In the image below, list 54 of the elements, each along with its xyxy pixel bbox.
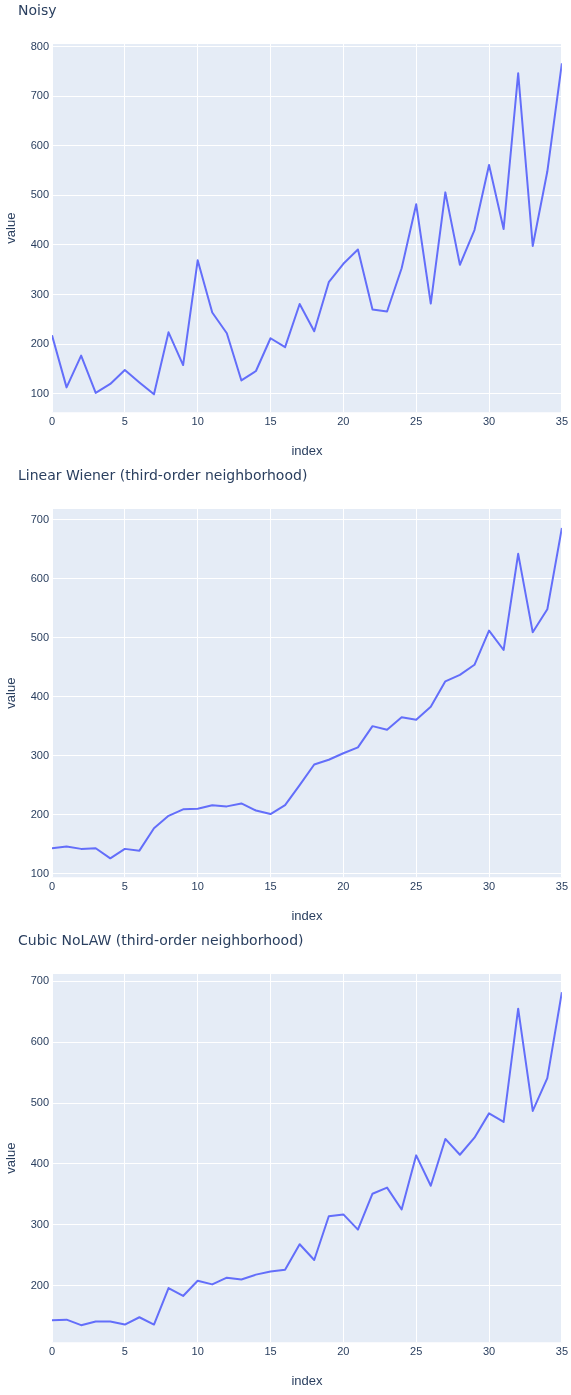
chart-title: Cubic NoLAW (third-order neighborhood) bbox=[18, 932, 304, 948]
y-tick-label: 300 bbox=[30, 748, 49, 761]
y-tick-label: 300 bbox=[30, 1217, 49, 1230]
x-tick-label: 20 bbox=[337, 879, 350, 892]
y-axis-title: value bbox=[3, 212, 19, 244]
x-tick-label: 35 bbox=[555, 1344, 569, 1357]
x-tick-label: 30 bbox=[482, 1344, 496, 1357]
y-tick-label: 200 bbox=[30, 1278, 49, 1291]
x-tick-label: 0 bbox=[48, 1344, 56, 1357]
y-tick-label: 500 bbox=[30, 630, 49, 643]
y-tick-label: 400 bbox=[30, 689, 49, 702]
x-tick-label: 25 bbox=[410, 1344, 423, 1357]
y-tick-label: 600 bbox=[30, 138, 49, 151]
y-tick-label: 600 bbox=[30, 1035, 49, 1048]
x-tick-label: 15 bbox=[264, 1344, 277, 1357]
x-tick-label: 5 bbox=[121, 1344, 128, 1357]
x-tick-label: 15 bbox=[264, 414, 277, 427]
x-axis-title: index bbox=[291, 907, 323, 923]
y-tick-label: 300 bbox=[30, 287, 49, 300]
x-axis-title: index bbox=[291, 1372, 323, 1388]
y-tick-label: 500 bbox=[30, 1096, 49, 1109]
y-tick-label: 700 bbox=[30, 89, 49, 102]
x-tick-label: 10 bbox=[191, 1344, 204, 1357]
x-tick-label: 5 bbox=[121, 414, 128, 427]
x-tick-label: 25 bbox=[410, 879, 423, 892]
y-tick-label: 100 bbox=[30, 386, 49, 399]
y-tick-label: 200 bbox=[30, 807, 49, 820]
x-tick-label: 15 bbox=[264, 879, 277, 892]
y-tick-label: 500 bbox=[30, 188, 49, 201]
y-tick-label: 400 bbox=[30, 238, 49, 250]
x-tick-label: 0 bbox=[48, 879, 56, 892]
x-tick-label: 20 bbox=[337, 414, 350, 427]
x-tick-label: 35 bbox=[555, 879, 569, 892]
x-tick-label: 30 bbox=[482, 879, 496, 892]
y-axis-title: value bbox=[3, 677, 19, 709]
y-tick-label: 800 bbox=[30, 39, 49, 52]
x-tick-label: 35 bbox=[555, 414, 569, 427]
y-tick-label: 100 bbox=[30, 866, 49, 879]
y-tick-label: 600 bbox=[30, 571, 49, 584]
x-tick-label: 10 bbox=[191, 879, 204, 892]
y-axis-title: value bbox=[3, 1142, 19, 1174]
y-tick-label: 700 bbox=[30, 974, 49, 987]
x-axis-title: index bbox=[291, 442, 323, 458]
x-tick-label: 5 bbox=[121, 879, 128, 892]
y-tick-label: 400 bbox=[30, 1156, 49, 1169]
y-tick-label: 200 bbox=[30, 337, 49, 350]
x-tick-label: 0 bbox=[48, 414, 56, 427]
y-tick-label: 700 bbox=[30, 512, 49, 525]
chart-title: Noisy bbox=[18, 2, 57, 18]
chart-title: Linear Wiener (third-order neighborhood) bbox=[18, 467, 308, 483]
x-tick-label: 20 bbox=[337, 1344, 350, 1357]
x-tick-label: 25 bbox=[410, 414, 423, 427]
x-tick-label: 30 bbox=[482, 414, 496, 427]
x-tick-label: 10 bbox=[191, 414, 204, 427]
